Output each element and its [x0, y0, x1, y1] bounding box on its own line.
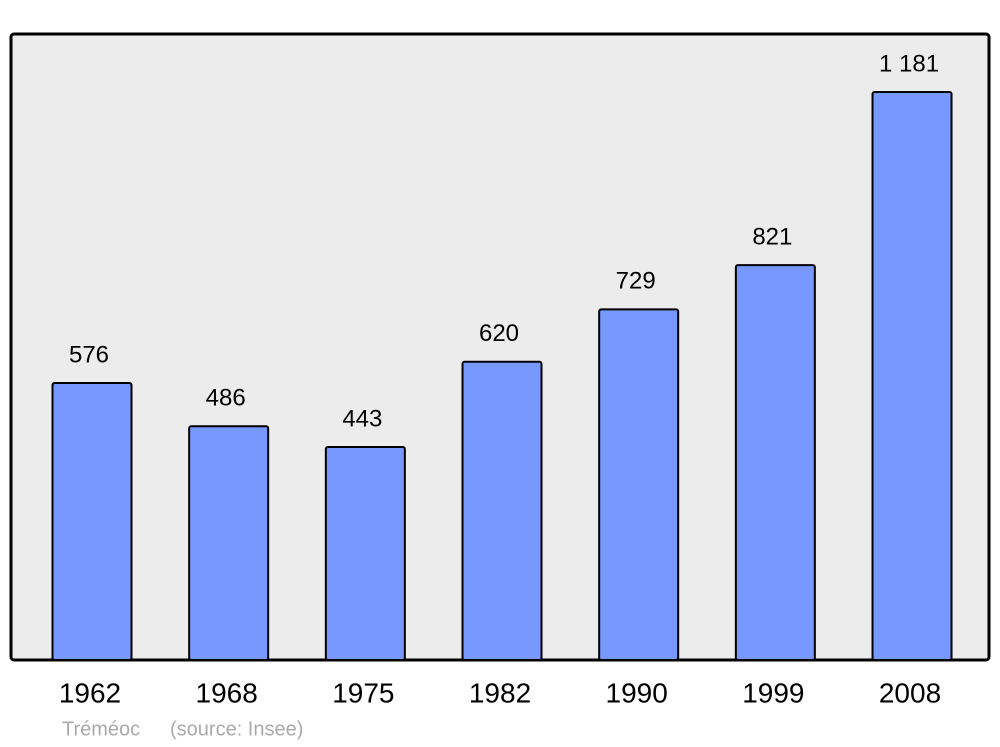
value-label: 576	[69, 341, 109, 368]
bar	[188, 425, 270, 661]
bar	[871, 91, 953, 661]
x-tick-label: 1982	[469, 677, 531, 708]
value-label: 729	[616, 268, 656, 295]
value-label: 821	[752, 223, 792, 250]
x-tick-label: 1999	[742, 677, 804, 708]
bar	[734, 264, 816, 661]
value-label: 620	[479, 320, 519, 347]
bar	[598, 308, 680, 661]
x-tick-label: 1968	[196, 677, 258, 708]
source-label: (source: Insee)	[170, 718, 303, 740]
x-tick-label: 1990	[606, 677, 668, 708]
place-label: Tréméoc	[62, 718, 140, 740]
x-tick-label: 1975	[332, 677, 394, 708]
bar	[324, 445, 406, 661]
value-label: 486	[206, 385, 246, 412]
x-tick-label: 1962	[59, 677, 121, 708]
x-tick-label: 2008	[879, 677, 941, 708]
bar	[461, 360, 543, 661]
value-label: 443	[342, 405, 382, 432]
bar	[51, 381, 133, 661]
value-label: 1 181	[879, 50, 939, 77]
